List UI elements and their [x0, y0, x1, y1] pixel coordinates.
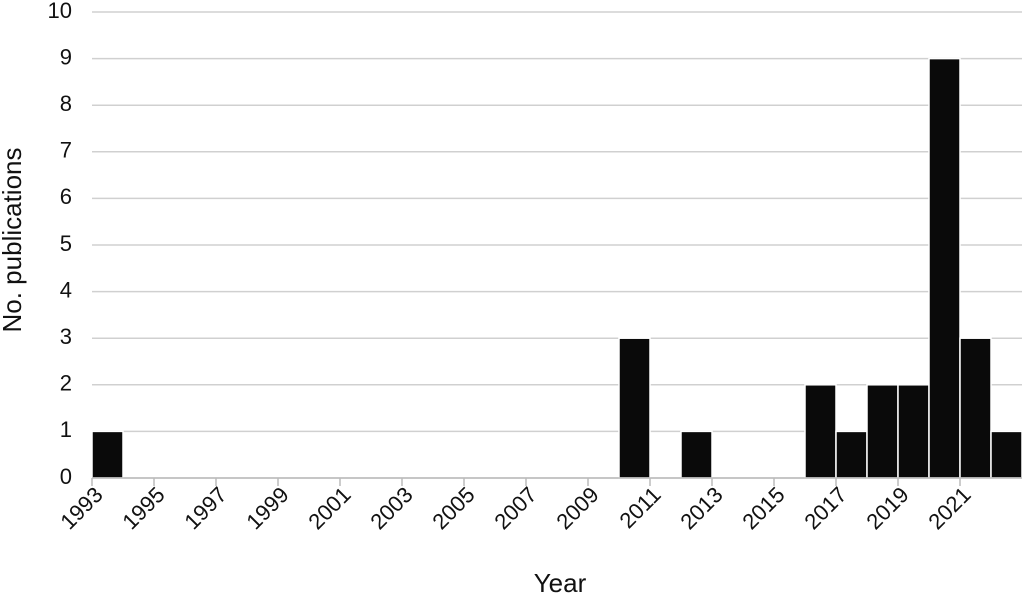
- x-tick-label: 2021: [923, 482, 975, 534]
- x-tick-label: 2013: [675, 482, 727, 534]
- x-tick-label: 2019: [861, 482, 913, 534]
- y-axis-label: No. publications: [0, 148, 27, 333]
- y-tick-label: 9: [60, 44, 72, 69]
- y-tick-label: 6: [60, 184, 72, 209]
- bar: [959, 337, 992, 479]
- x-tick-label: 2007: [489, 482, 541, 534]
- y-tick-label: 1: [60, 417, 72, 442]
- x-tick-label: 2015: [737, 482, 789, 534]
- x-tick-label: 2001: [303, 482, 355, 534]
- bar: [990, 430, 1023, 479]
- y-tick-label: 10: [48, 0, 72, 23]
- x-tick-label: 1997: [179, 482, 231, 534]
- bar: [91, 430, 124, 479]
- y-tick-label: 5: [60, 231, 72, 256]
- y-tick-label: 8: [60, 91, 72, 116]
- bar: [928, 57, 961, 479]
- x-tick-label: 1993: [55, 482, 107, 534]
- y-tick-label: 3: [60, 324, 72, 349]
- bar: [835, 430, 868, 479]
- bar: [897, 384, 930, 479]
- x-tick-label: 2009: [551, 482, 603, 534]
- x-tick-label: 2017: [799, 482, 851, 534]
- x-tick-label: 2011: [615, 482, 666, 533]
- y-tick-label: 7: [60, 138, 72, 163]
- x-tick-label: 2003: [365, 482, 417, 534]
- x-tick-label: 1995: [117, 482, 169, 534]
- x-tick-label: 1999: [241, 482, 293, 534]
- y-tick-label: 2: [60, 371, 72, 396]
- bar: [804, 384, 837, 479]
- bar: [618, 337, 651, 479]
- y-tick-label: 4: [60, 277, 72, 302]
- bar: [866, 384, 899, 479]
- y-tick-label: 0: [60, 464, 72, 489]
- x-axis-label: Year: [534, 568, 587, 598]
- bar: [680, 430, 713, 479]
- x-tick-label: 2005: [427, 482, 479, 534]
